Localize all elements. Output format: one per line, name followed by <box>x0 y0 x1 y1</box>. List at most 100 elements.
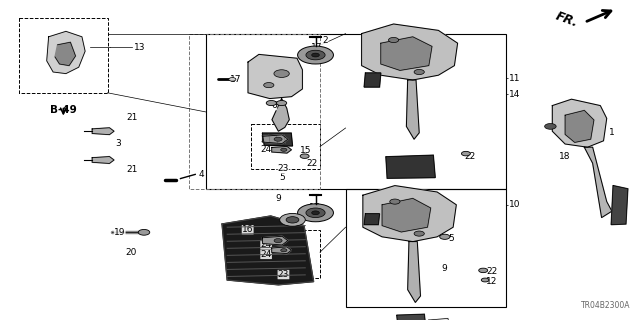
Text: 9: 9 <box>442 264 447 273</box>
Text: 2: 2 <box>323 36 328 45</box>
Circle shape <box>281 249 287 252</box>
Text: 22: 22 <box>306 159 317 168</box>
Circle shape <box>306 50 325 60</box>
Circle shape <box>281 148 287 151</box>
Circle shape <box>298 46 333 64</box>
Text: 20: 20 <box>125 248 137 257</box>
Text: 19: 19 <box>114 228 125 237</box>
Polygon shape <box>382 198 431 232</box>
Text: 1: 1 <box>609 128 614 137</box>
Text: 24: 24 <box>260 250 272 259</box>
Circle shape <box>286 217 299 223</box>
Circle shape <box>274 137 282 141</box>
Circle shape <box>414 69 424 75</box>
Text: 17: 17 <box>308 203 320 212</box>
Text: TR04B2300A: TR04B2300A <box>581 301 630 310</box>
Circle shape <box>481 278 489 282</box>
Polygon shape <box>381 37 432 70</box>
Circle shape <box>414 231 424 236</box>
Circle shape <box>300 154 309 158</box>
Bar <box>206 34 506 189</box>
Polygon shape <box>262 133 292 146</box>
Polygon shape <box>272 247 291 253</box>
Polygon shape <box>248 54 302 99</box>
Circle shape <box>228 77 236 81</box>
Bar <box>251 124 320 169</box>
Polygon shape <box>92 156 114 164</box>
Polygon shape <box>262 236 288 245</box>
Polygon shape <box>222 216 314 285</box>
Text: 24: 24 <box>260 135 272 144</box>
Polygon shape <box>272 99 289 131</box>
Text: B-49: B-49 <box>50 105 77 116</box>
Text: 7: 7 <box>365 215 371 224</box>
Circle shape <box>312 53 319 57</box>
Circle shape <box>545 124 556 129</box>
Polygon shape <box>406 80 419 139</box>
Text: 21: 21 <box>127 113 138 122</box>
Polygon shape <box>397 314 426 320</box>
Text: 11: 11 <box>509 74 520 83</box>
Text: 5: 5 <box>279 173 285 182</box>
Polygon shape <box>272 147 291 153</box>
Text: 22: 22 <box>486 267 498 276</box>
Circle shape <box>390 199 400 204</box>
Polygon shape <box>565 110 594 142</box>
Text: 6: 6 <box>271 101 277 110</box>
Polygon shape <box>364 214 380 225</box>
Polygon shape <box>408 242 420 302</box>
Polygon shape <box>552 99 607 147</box>
Polygon shape <box>362 24 458 80</box>
Text: 14: 14 <box>509 90 520 99</box>
Circle shape <box>276 100 287 106</box>
Text: 7: 7 <box>365 74 371 83</box>
Text: 24: 24 <box>260 145 272 154</box>
Circle shape <box>312 211 319 215</box>
Circle shape <box>479 268 488 273</box>
Text: 17: 17 <box>311 43 323 52</box>
Text: 5: 5 <box>448 234 454 243</box>
Circle shape <box>306 208 325 218</box>
Text: 16: 16 <box>242 225 253 234</box>
Text: 3: 3 <box>115 140 121 148</box>
Text: 17: 17 <box>230 75 242 84</box>
Text: 22: 22 <box>465 152 476 161</box>
Text: 23: 23 <box>278 270 289 279</box>
Bar <box>251 230 320 278</box>
Text: 18: 18 <box>559 152 571 161</box>
Circle shape <box>138 229 150 235</box>
Polygon shape <box>55 42 76 66</box>
Text: 9: 9 <box>275 194 281 203</box>
Polygon shape <box>429 318 450 320</box>
Text: 24: 24 <box>260 240 272 249</box>
Circle shape <box>264 83 274 88</box>
Polygon shape <box>262 135 288 143</box>
Bar <box>189 34 320 189</box>
Circle shape <box>440 234 450 239</box>
Text: 23: 23 <box>278 164 289 173</box>
Circle shape <box>461 151 470 156</box>
Polygon shape <box>386 155 435 178</box>
Text: 4: 4 <box>198 170 204 179</box>
Text: 15: 15 <box>300 146 311 155</box>
Bar <box>346 189 506 307</box>
Text: 12: 12 <box>486 277 498 286</box>
Circle shape <box>280 213 305 226</box>
Circle shape <box>270 138 280 143</box>
Circle shape <box>298 204 333 222</box>
Text: 2: 2 <box>323 207 328 216</box>
Polygon shape <box>92 128 114 135</box>
Text: 21: 21 <box>127 165 138 174</box>
Polygon shape <box>47 31 85 74</box>
Bar <box>19 18 108 93</box>
Text: 10: 10 <box>509 200 520 209</box>
Circle shape <box>274 70 289 77</box>
Circle shape <box>388 37 399 43</box>
Text: FR.: FR. <box>554 9 580 29</box>
Text: 13: 13 <box>134 43 146 52</box>
Polygon shape <box>363 186 456 242</box>
Circle shape <box>266 100 276 106</box>
Polygon shape <box>611 186 628 225</box>
Polygon shape <box>584 147 612 218</box>
Polygon shape <box>364 73 381 87</box>
